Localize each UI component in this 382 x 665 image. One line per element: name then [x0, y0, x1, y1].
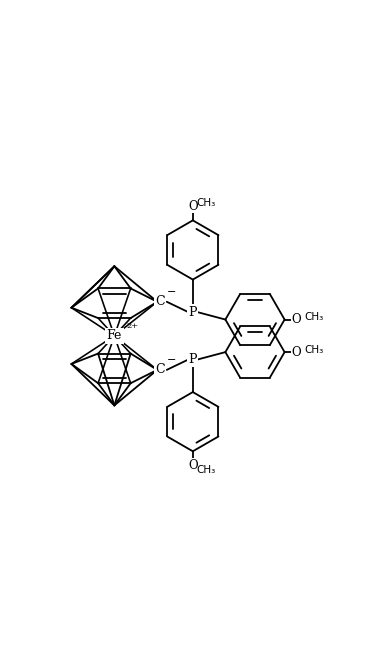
Text: O: O [188, 200, 197, 213]
Text: CH₃: CH₃ [196, 465, 215, 475]
Text: P: P [189, 306, 197, 319]
Text: −: − [167, 287, 176, 297]
Text: Fe: Fe [107, 329, 122, 342]
Text: 2+: 2+ [127, 323, 139, 331]
Text: O: O [291, 346, 301, 358]
Text: O: O [291, 313, 301, 326]
Text: P: P [189, 353, 197, 366]
Text: C: C [155, 363, 165, 376]
Text: C: C [155, 295, 165, 309]
Text: −: − [167, 355, 176, 366]
Text: CH₃: CH₃ [305, 312, 324, 322]
Text: O: O [188, 459, 197, 472]
Text: CH₃: CH₃ [305, 344, 324, 354]
Text: CH₃: CH₃ [196, 198, 215, 207]
